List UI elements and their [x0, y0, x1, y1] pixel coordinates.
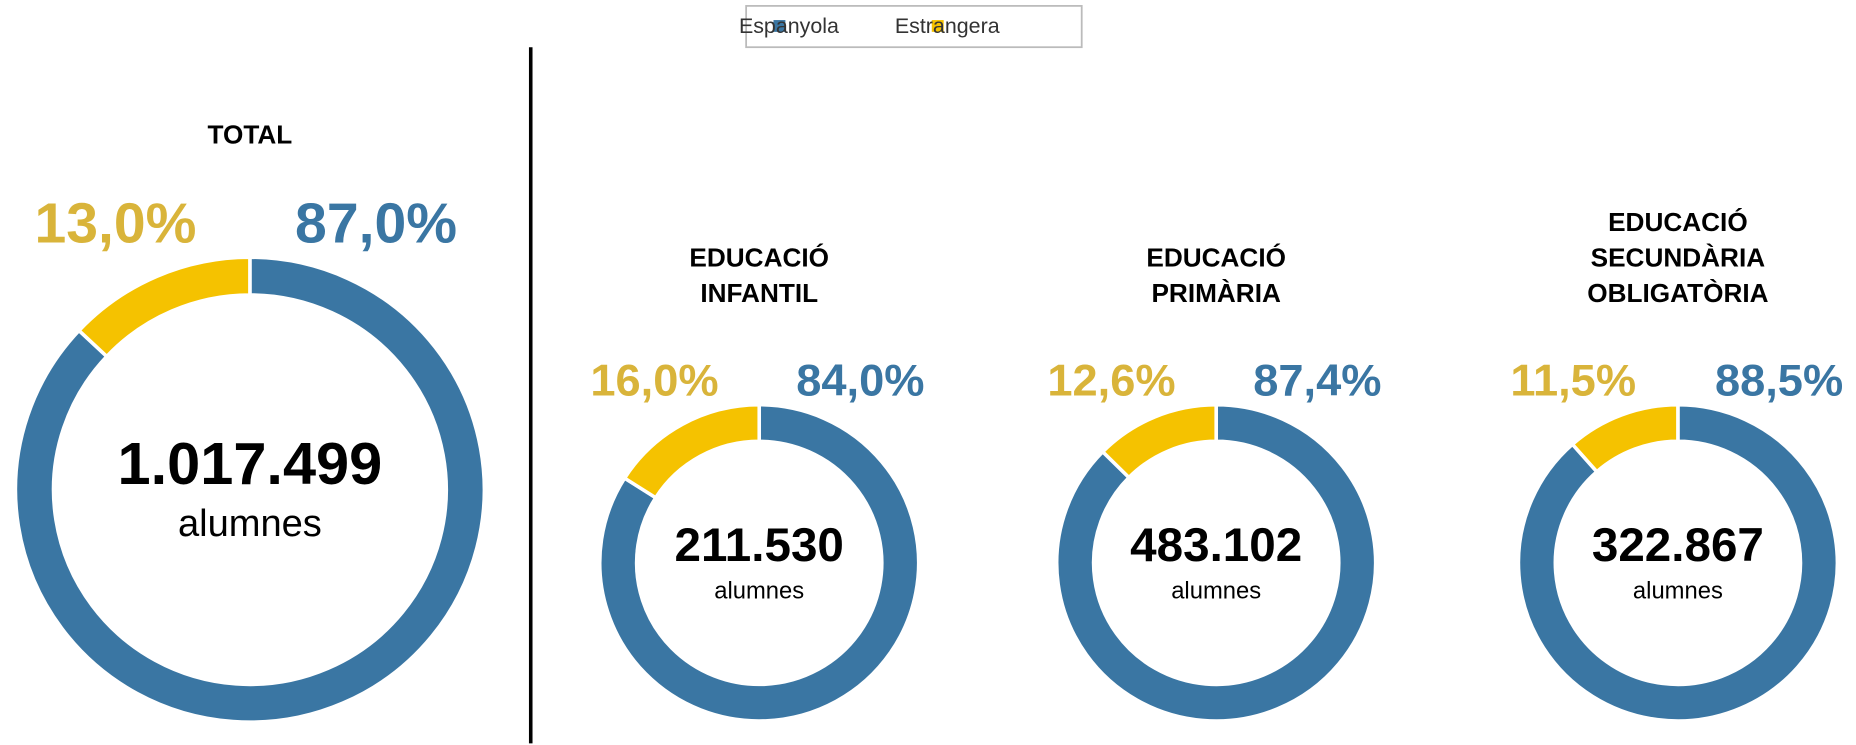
center-unit: alumnes	[1633, 579, 1723, 605]
legend-box	[745, 5, 1083, 49]
center-total: 211.530	[675, 519, 844, 572]
value-label: 88,5%	[1715, 355, 1843, 406]
donut-segment	[1100, 402, 1218, 480]
chart-title: EDUCACIÓ	[1608, 207, 1748, 237]
donut-segment	[1569, 402, 1680, 475]
legend-label: Estrangera	[895, 14, 1000, 38]
center-total: 1.017.499	[118, 430, 383, 497]
chart-title: SECUNDÀRIA	[1591, 243, 1766, 273]
chart-title: OBLIGATÒRIA	[1587, 278, 1768, 308]
chart-title: TOTAL	[207, 120, 292, 150]
canvas: Espanyola Estrangera TOTAL 87,0% 13,0% 1.017.…	[13, 5, 1843, 744]
donut-segment	[1516, 402, 1840, 723]
value-label: 13,0%	[34, 193, 196, 256]
value-label: 87,4%	[1253, 355, 1381, 406]
chart-title: PRIMÀRIA	[1151, 278, 1281, 308]
center-unit: alumnes	[1171, 579, 1261, 605]
value-label: 84,0%	[796, 355, 924, 406]
legend-label: Espanyola	[739, 14, 839, 38]
center-unit: alumnes	[714, 579, 804, 605]
donut-segment	[622, 402, 762, 501]
donut-segment	[13, 255, 487, 724]
legend-swatch	[931, 20, 944, 32]
donut-segment	[76, 255, 252, 359]
chart-title: EDUCACIÓ	[1146, 243, 1286, 273]
center-total: 483.102	[1130, 519, 1302, 572]
value-label: 12,6%	[1047, 355, 1175, 406]
legend-swatch	[773, 20, 786, 32]
center-total: 322.867	[1592, 519, 1764, 572]
value-label: 11,5%	[1510, 355, 1636, 406]
value-label: 16,0%	[590, 355, 718, 406]
chart-title: INFANTIL	[700, 278, 818, 308]
value-label: 87,0%	[295, 193, 457, 256]
donut-segment	[598, 402, 921, 723]
chart-title: EDUCACIÓ	[689, 243, 829, 273]
donut-segment	[1054, 402, 1378, 723]
center-unit: alumnes	[178, 503, 322, 545]
